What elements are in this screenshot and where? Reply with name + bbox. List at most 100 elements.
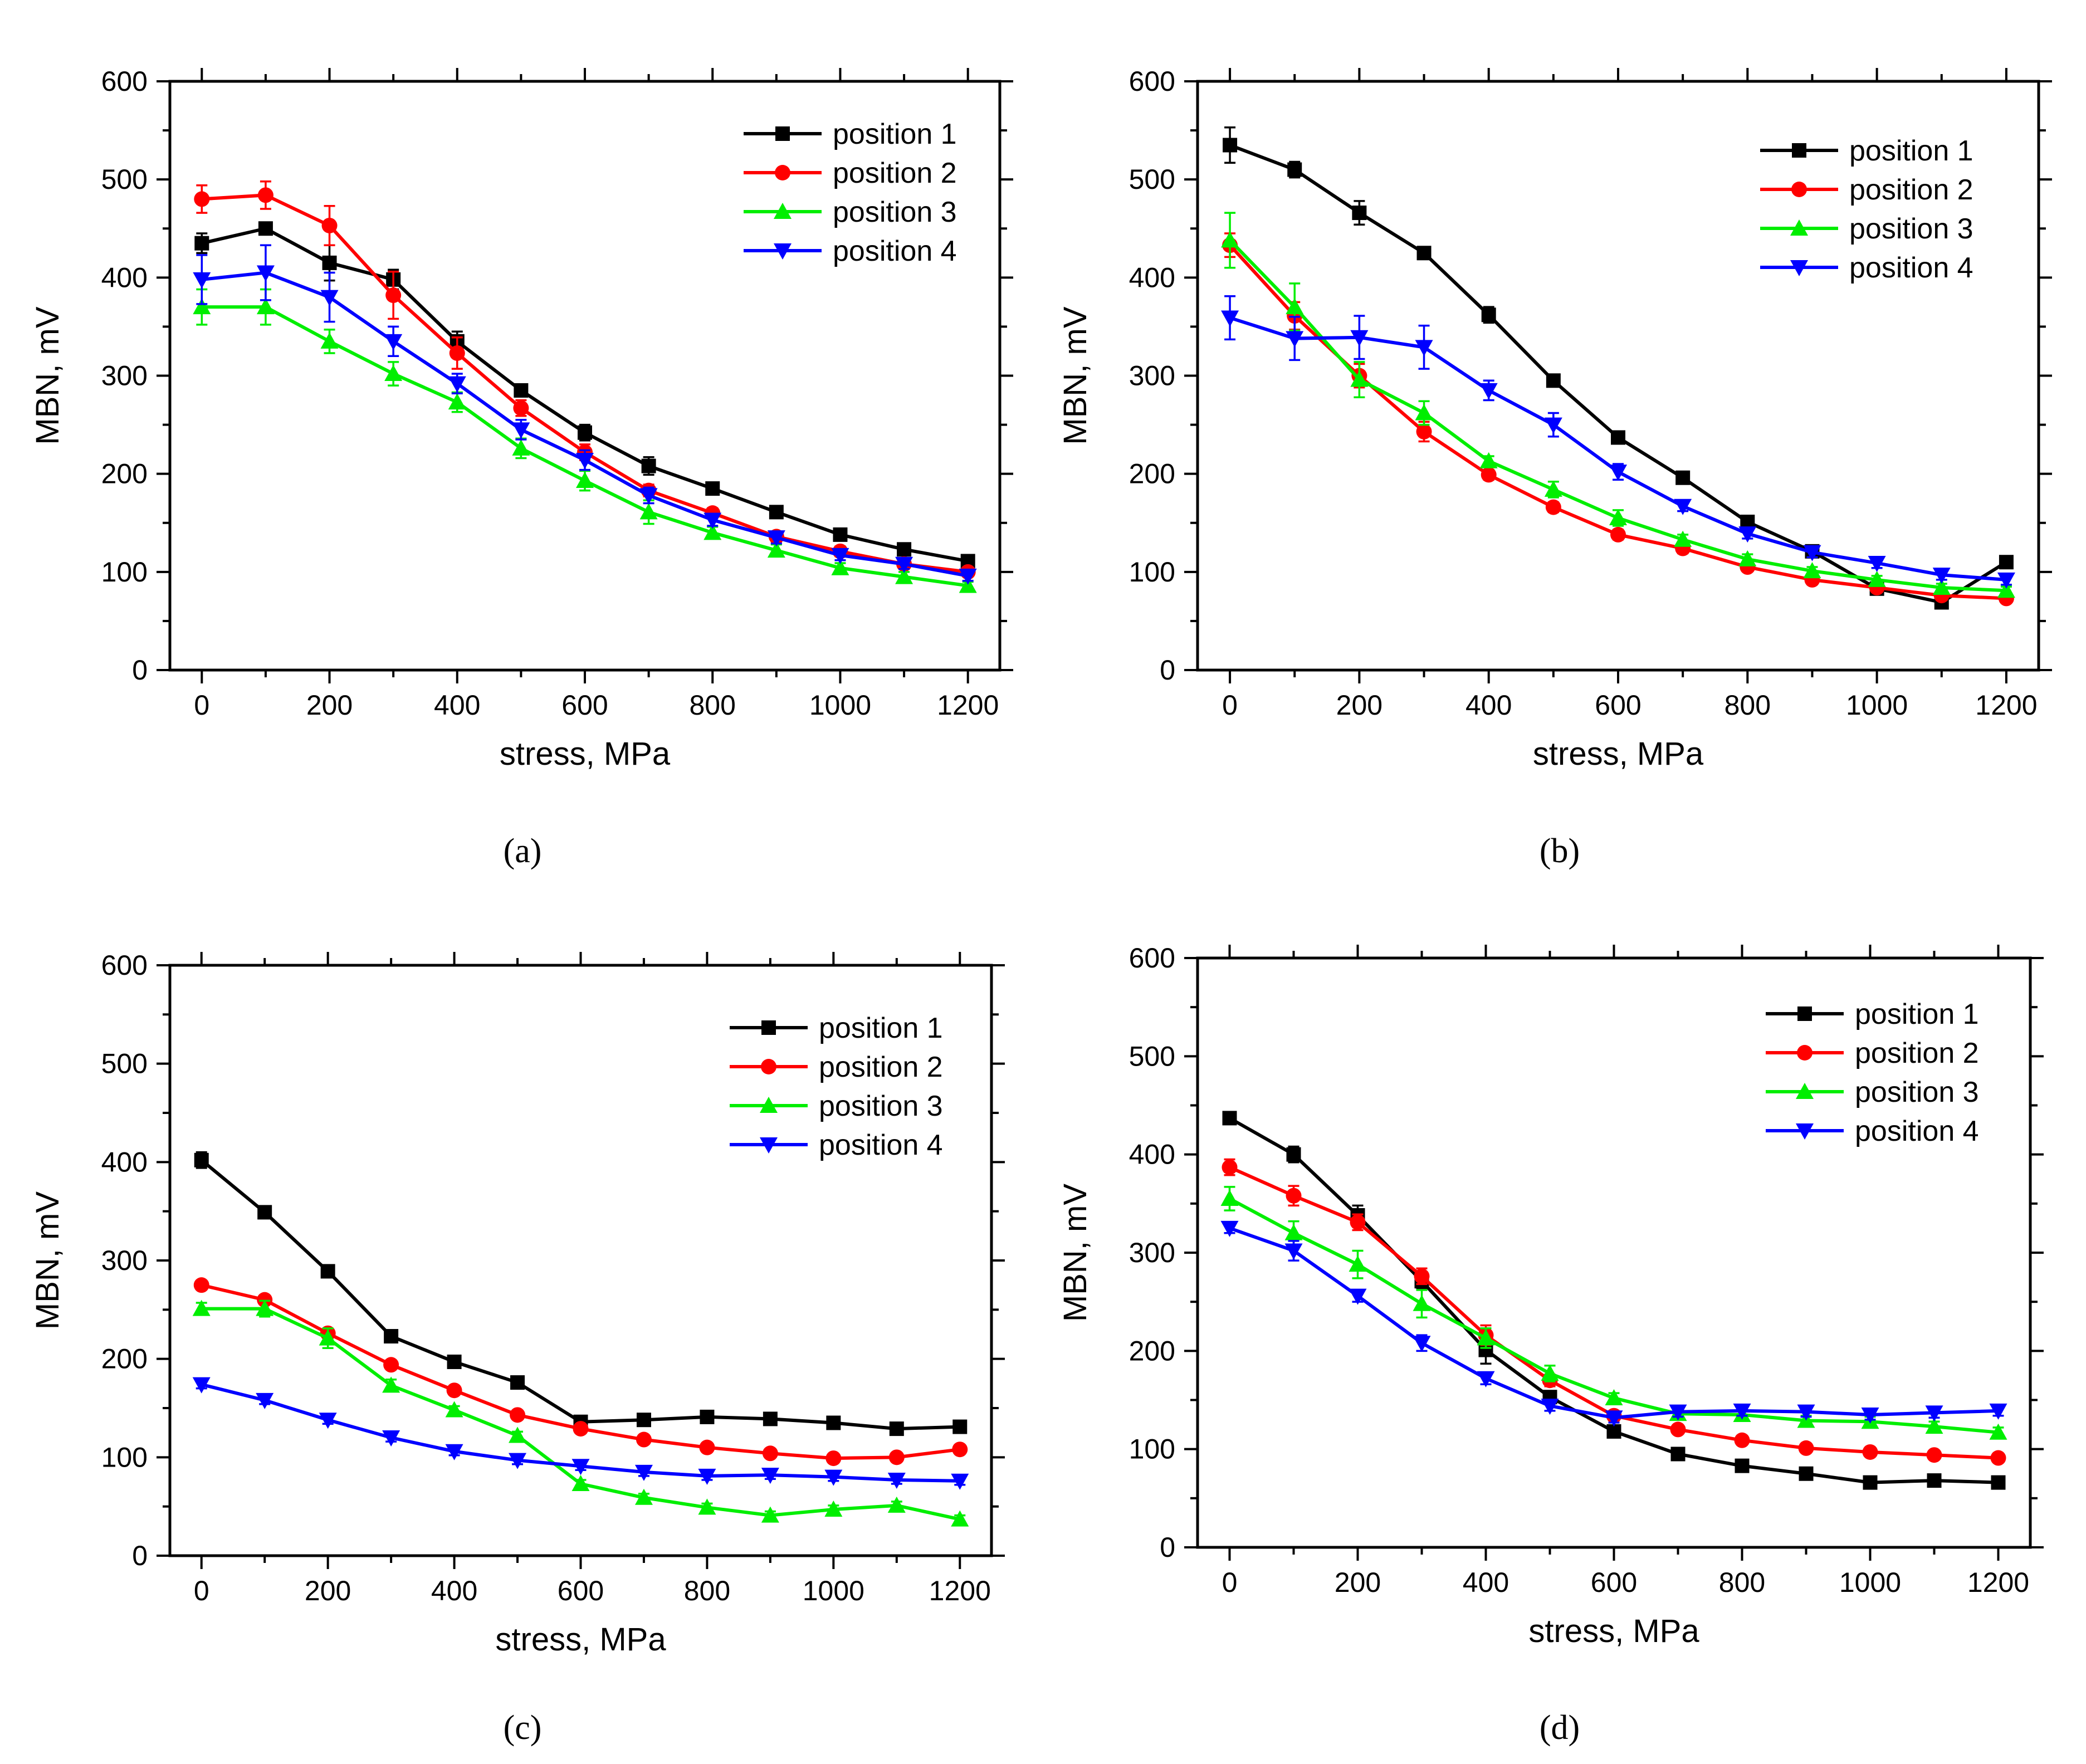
data-point (193, 1277, 209, 1293)
data-point (321, 217, 338, 233)
data-point (571, 1459, 590, 1475)
data-point (512, 439, 530, 456)
legend-swatch-marker (760, 1137, 778, 1154)
data-point (1416, 423, 1432, 439)
series-4 (192, 1377, 969, 1490)
data-point (887, 1496, 906, 1513)
data-point (1738, 550, 1757, 566)
data-point (1287, 162, 1302, 177)
data-point (1674, 499, 1692, 515)
legend-label: position 3 (833, 196, 957, 228)
data-point (320, 332, 339, 349)
legend-item: position 3 (1766, 1076, 1979, 1108)
data-point (573, 1421, 589, 1437)
series-3 (192, 1299, 969, 1527)
data-point (448, 376, 466, 393)
data-point (256, 1299, 274, 1316)
y-tick-label: 400 (101, 262, 148, 293)
x-tick-label: 600 (1595, 690, 1641, 721)
data-point (895, 556, 913, 573)
data-point (509, 1426, 527, 1443)
data-point (1286, 1147, 1301, 1162)
data-point (1286, 298, 1304, 315)
x-axis-title: stress, MPa (500, 736, 671, 772)
legend-item: position 4 (1760, 252, 1973, 284)
data-point (1414, 1268, 1430, 1284)
data-point (826, 1415, 841, 1430)
chart-panel-b: 0 200 400 600 800 1000 1200 0 100 200 300 400 500 600… (1057, 66, 2052, 870)
data-point (256, 265, 275, 282)
legend-swatch-marker (774, 243, 792, 260)
data-point (1220, 1190, 1239, 1206)
data-point (256, 298, 275, 315)
data-point (1479, 383, 1498, 399)
data-point (1545, 499, 1561, 515)
panel-label-d: (d) (1540, 1709, 1580, 1747)
data-point (1989, 1423, 2007, 1440)
x-tick-label: 0 (1222, 690, 1238, 721)
data-point (761, 1506, 779, 1523)
legend-item: position 1 (744, 118, 957, 150)
data-point (1286, 331, 1304, 348)
data-point (510, 1407, 526, 1423)
data-point (1544, 417, 1562, 434)
data-point (1738, 526, 1757, 543)
x-tick-label: 200 (305, 1575, 351, 1606)
data-point (385, 287, 402, 304)
x-tick-label: 800 (690, 690, 736, 721)
y-tick-label: 100 (1129, 1434, 1175, 1465)
data-point (1349, 1288, 1367, 1305)
data-point (1220, 1220, 1239, 1237)
data-point (447, 1354, 462, 1369)
x-tick-label: 600 (1591, 1567, 1637, 1598)
series-4 (193, 244, 977, 585)
data-point (194, 1152, 209, 1167)
y-tick-label: 200 (101, 458, 148, 490)
data-point (767, 541, 785, 558)
data-point (1925, 1405, 1943, 1422)
y-tick-label: 600 (1129, 942, 1175, 974)
data-point (319, 1413, 337, 1429)
legend-label: position 4 (819, 1129, 943, 1161)
y-tick-label: 500 (101, 1048, 148, 1079)
data-point (1222, 1159, 1238, 1175)
data-point (1991, 1475, 2006, 1490)
legend-swatch-marker (1797, 1045, 1813, 1061)
data-point (257, 1205, 272, 1220)
legend-item: position 3 (730, 1090, 943, 1122)
series-4 (1220, 1220, 2007, 1427)
x-tick-label: 1000 (809, 690, 871, 721)
legend-label: position 4 (1855, 1115, 1979, 1147)
legend-label: position 3 (1855, 1076, 1979, 1108)
data-point (510, 1375, 525, 1390)
legend-item: position 4 (744, 235, 957, 267)
data-point (571, 1475, 590, 1492)
data-point (320, 290, 339, 306)
legend-swatch-marker (1796, 1083, 1814, 1099)
data-point (1863, 1475, 1878, 1490)
legend-label: position 4 (1849, 252, 1973, 284)
data-point (1349, 1255, 1367, 1272)
chart-panel-c: 0 200 400 600 800 1000 1200 0 100 200 300 400 500 600… (30, 950, 1005, 1747)
data-point (1352, 206, 1367, 221)
data-point (1997, 582, 2015, 598)
data-point (825, 1450, 842, 1467)
chart-panel-d: 0 200 400 600 800 1000 1200 0 100 200 300 400 500 600… (1057, 942, 2044, 1747)
data-point (445, 1401, 463, 1418)
y-tick-label: 300 (101, 1245, 148, 1276)
data-point (384, 334, 403, 350)
data-point (1477, 1371, 1495, 1387)
data-point (1868, 570, 1886, 587)
y-axis-title: MBN, mV (30, 1191, 66, 1330)
x-tick-label: 400 (1463, 1567, 1509, 1598)
data-point (761, 1468, 779, 1484)
legend-item: position 3 (744, 196, 957, 228)
data-point (952, 1442, 968, 1458)
data-point (824, 1469, 843, 1486)
x-tick-label: 1200 (929, 1575, 991, 1606)
data-point (769, 505, 784, 520)
x-axis-title: stress, MPa (495, 1621, 666, 1658)
legend-swatch-marker (1797, 1006, 1812, 1021)
y-tick-label: 100 (101, 1442, 148, 1473)
